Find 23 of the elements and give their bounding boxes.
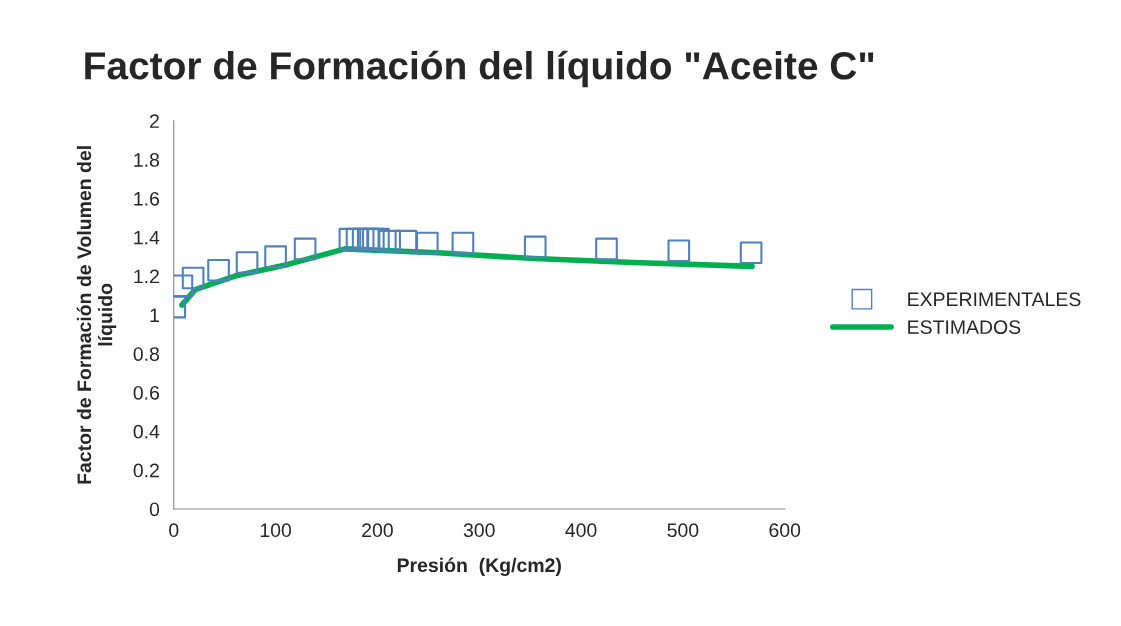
x-tick-label: 600: [769, 523, 801, 538]
y-tick-label: 0.8: [133, 347, 160, 361]
y-tick-label: 0: [149, 502, 160, 517]
x-tick-label: 400: [565, 523, 597, 538]
x-tick-label: 200: [362, 523, 393, 538]
y-tick-label: 1.2: [134, 269, 159, 284]
y-tick-label: 1.4: [134, 230, 160, 245]
y-tick-label: 1.6: [134, 191, 160, 206]
y-tick-label: 2: [150, 114, 159, 128]
x-axis-title: Presión (Kg/cm2): [397, 557, 561, 576]
legend-label: ESTIMADOS: [908, 320, 1021, 335]
x-tick-label: 100: [260, 523, 292, 538]
y-tick-label: 0.4: [133, 424, 160, 439]
y-tick-label: 1.8: [134, 153, 160, 167]
y-tick-label: 0.2: [133, 463, 159, 478]
chart-title: Factor de Formación del líquido "Aceite C": [85, 50, 874, 88]
x-tick-label: 0: [169, 523, 179, 538]
legend-label: EXPERIMENTALES: [908, 292, 1081, 307]
y-axis-title: Factor de Formación de Volumen del líquido: [76, 146, 117, 484]
x-tick-label: 500: [667, 523, 699, 538]
x-tick-label: 300: [463, 523, 495, 538]
y-tick-label: 0.6: [133, 385, 160, 400]
y-tick-label: 1: [150, 308, 159, 322]
